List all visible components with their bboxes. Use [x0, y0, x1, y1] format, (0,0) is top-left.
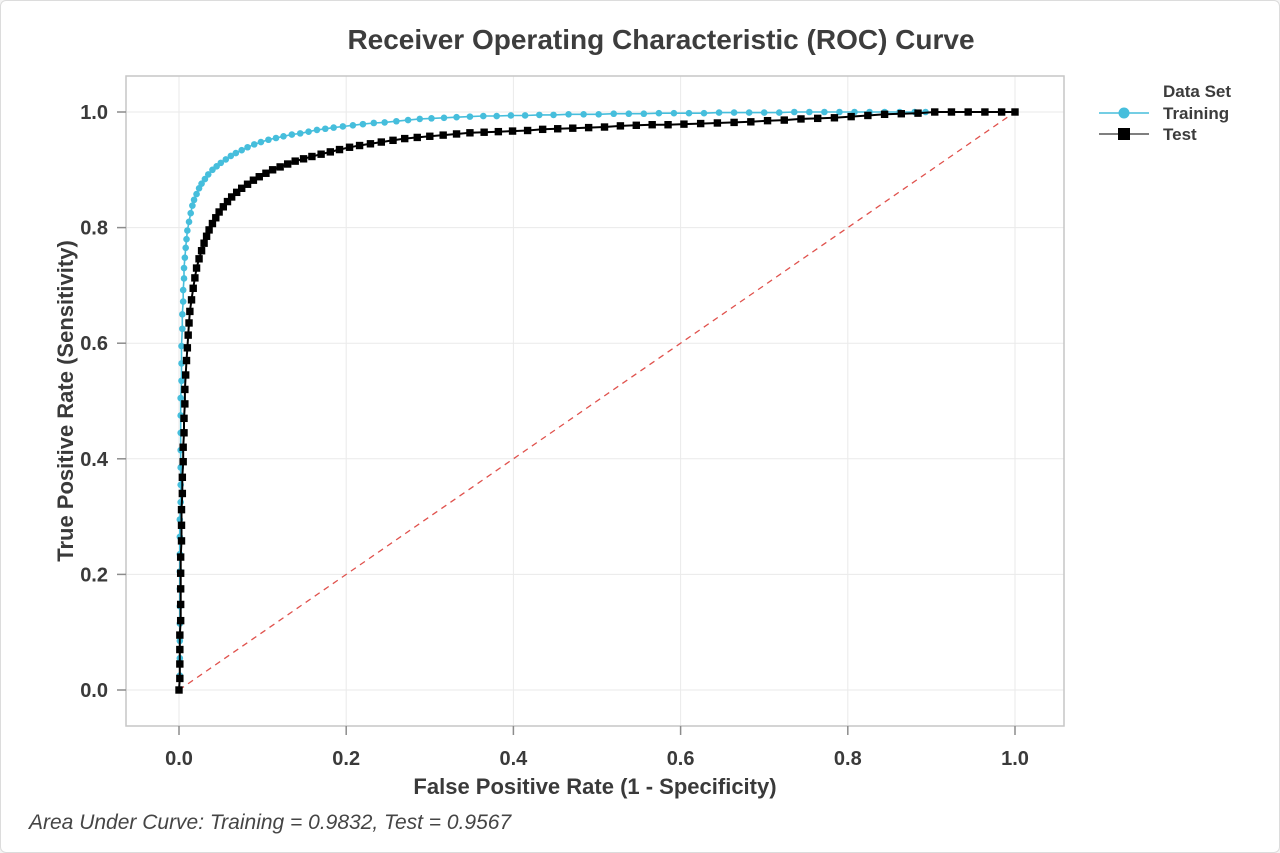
svg-text:0.8: 0.8	[834, 748, 862, 770]
axis-tick-labels: 0.0 0.2 0.4 0.6 0.8 1.0 0.0 0.2 0.4 0.6 0.8 1.0	[80, 102, 1029, 770]
axis-ticks	[117, 111, 1016, 735]
training-circle-marker-icon	[1118, 107, 1130, 119]
svg-text:0.2: 0.2	[80, 564, 108, 586]
series-test[interactable]	[175, 108, 1019, 694]
svg-text:0.2: 0.2	[332, 748, 360, 770]
legend-label-training: Training	[1163, 104, 1229, 123]
svg-text:1.0: 1.0	[80, 102, 108, 124]
series-training[interactable]	[175, 108, 929, 694]
legend-label-test: Test	[1163, 125, 1197, 144]
auc-annotation: Area Under Curve: Training = 0.9832, Tes…	[29, 811, 512, 834]
svg-text:0.4: 0.4	[80, 449, 109, 471]
grid-lines	[126, 76, 1064, 726]
svg-text:0.0: 0.0	[165, 748, 193, 770]
legend-item-training[interactable]: Training	[1099, 104, 1229, 123]
legend-item-test[interactable]: Test	[1099, 125, 1197, 144]
svg-text:0.6: 0.6	[667, 748, 695, 770]
svg-text:0.4: 0.4	[499, 748, 528, 770]
legend: Data Set Training Test	[1099, 82, 1231, 144]
y-axis-label: True Positive Rate (Sensitivity)	[53, 240, 78, 562]
reference-diagonal-line	[178, 111, 1016, 691]
svg-text:0.0: 0.0	[80, 680, 108, 702]
roc-chart-canvas: Receiver Operating Characteristic (ROC) …	[53, 24, 1231, 799]
svg-text:1.0: 1.0	[1001, 748, 1029, 770]
svg-text:0.6: 0.6	[80, 333, 108, 355]
test-square-marker-icon	[1118, 128, 1130, 140]
x-axis-label: False Positive Rate (1 - Specificity)	[413, 774, 776, 799]
legend-title: Data Set	[1163, 82, 1231, 101]
svg-text:0.8: 0.8	[80, 218, 108, 240]
plot-frame	[125, 75, 1065, 727]
chart-title: Receiver Operating Characteristic (ROC) …	[347, 24, 974, 55]
